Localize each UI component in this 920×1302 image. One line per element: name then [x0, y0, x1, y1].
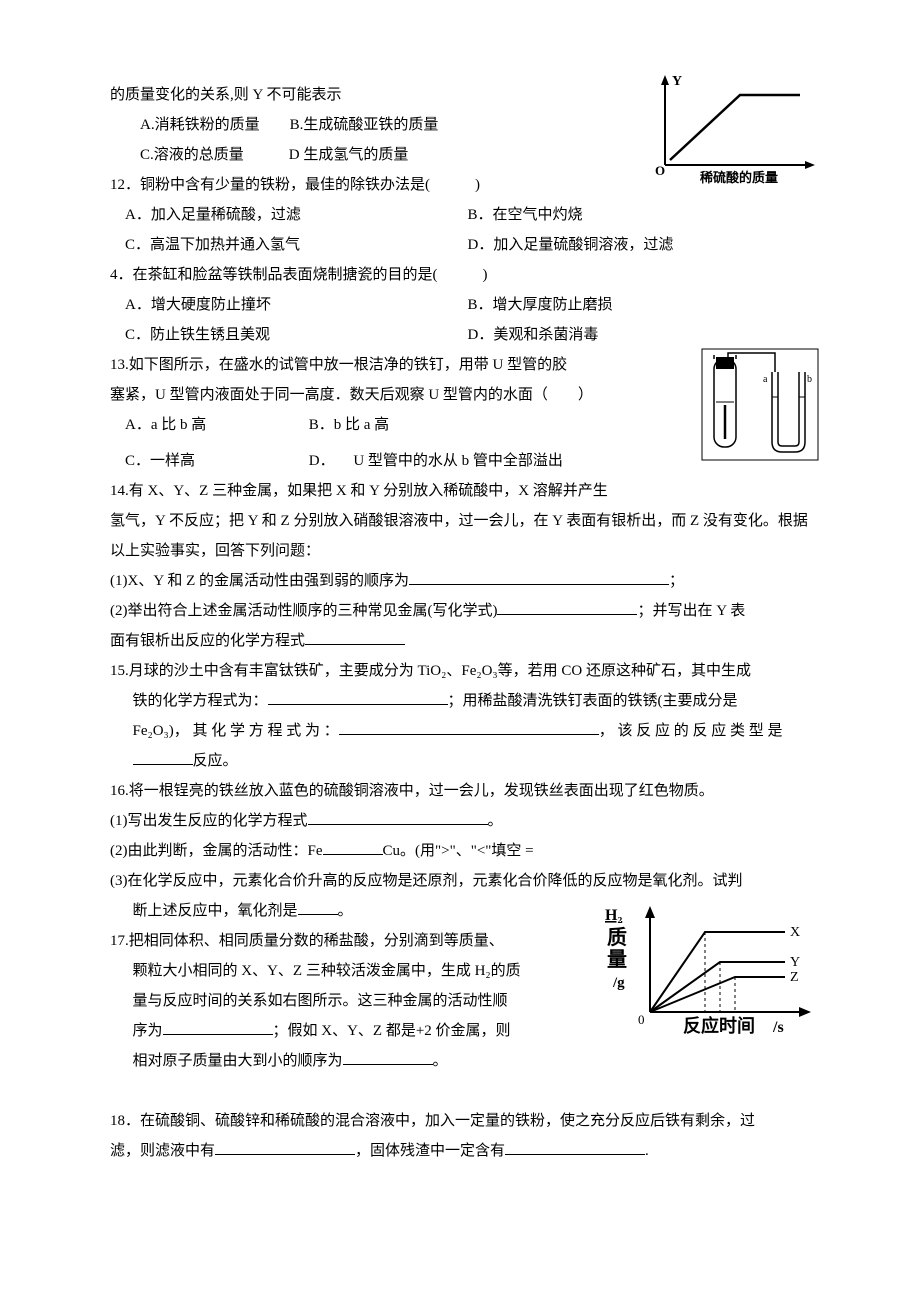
q4-opts-row1: A．增大硬度防止撞坏 B．增大厚度防止磨损	[110, 290, 810, 320]
q17-stem4: 序为 ；假如 X、Y、Z 都是+2 价金属，则	[110, 1016, 585, 1046]
q12-opt-d: D．加入足量硫酸铜溶液，过滤	[468, 230, 811, 260]
q12-opt-c: C．高温下加热并通入氢气	[110, 230, 468, 260]
q15-line4: 反应。	[110, 746, 810, 776]
q4-stem: 4．在茶缸和脸盆等铁制品表面烧制搪瓷的目的是( )	[110, 260, 810, 290]
q17-stem5a: 相对原子质量由大到小的顺序为	[133, 1053, 343, 1069]
q16-sub3b-a: 断上述反应中，氧化剂是	[133, 903, 298, 919]
svg-text:反应时间: 反应时间	[683, 1015, 755, 1036]
q14-sub2: (2)举出符合上述金属活动性顺序的三种常见金属(写化学式) ；并写出在 Y 表	[110, 596, 810, 626]
q4-opt-d: D．美观和杀菌消毒	[468, 320, 811, 350]
blank[interactable]	[505, 1140, 645, 1155]
q16-sub2b: Cu。(用">"、"<"填空 =	[383, 843, 534, 859]
blank[interactable]	[298, 900, 338, 915]
svg-text:/s: /s	[772, 1019, 784, 1036]
q15-line2a: 铁的化学方程式为：	[133, 693, 268, 709]
q17-stem3: 量与反应时间的关系如右图所示。这三种金属的活动性顺	[110, 986, 585, 1016]
q17-stem5: 相对原子质量由大到小的顺序为 。	[110, 1046, 585, 1076]
q12-opts-row1: A．加入足量稀硫酸，过滤 B．在空气中灼烧	[110, 200, 810, 230]
q17-stem1: 17.把相同体积、相同质量分数的稀盐酸，分别滴到等质量、	[110, 926, 585, 956]
blank[interactable]	[305, 630, 405, 645]
blank[interactable]	[268, 690, 448, 705]
q18-line2c: .	[645, 1143, 649, 1159]
q14-sub2-mid: ；并写出在 Y 表	[637, 603, 745, 619]
q15-line2b: ；用稀盐酸清洗铁钉表面的铁锈(主要成分是	[448, 693, 738, 709]
blank[interactable]	[497, 600, 637, 615]
q17-chart: X Y Z H₂ 质 量 /g 0 反应时间 /s	[605, 902, 820, 1037]
chart-x-label: 稀硫酸的质量	[700, 170, 778, 185]
blank[interactable]	[339, 720, 599, 735]
q4-opts-row2: C．防止铁生锈且美观 D．美观和杀菌消毒	[110, 320, 810, 350]
q14-stem1: 14.有 X、Y、Z 三种金属，如果把 X 和 Y 分别放入稀硫酸中，X 溶解并…	[110, 476, 810, 506]
q14-sub2-text: (2)举出符合上述金属活动性顺序的三种常见金属(写化学式)	[110, 603, 497, 619]
q13-apparatus: a b	[700, 347, 820, 462]
svg-text:Z: Z	[790, 970, 799, 985]
svg-text:H₂: H₂	[605, 907, 622, 924]
blank[interactable]	[409, 570, 669, 585]
q17-stem4b: ；假如 X、Y、Z 都是+2 价金属，则	[273, 1023, 511, 1039]
q16-sub1-text: (1)写出发生反应的化学方程式	[110, 813, 308, 829]
q18-stem: 18．在硫酸铜、硫酸锌和稀硫酸的混合溶液中，加入一定量的铁粉，使之充分反应后铁有…	[110, 1106, 810, 1136]
q15-line4a: 反应。	[193, 753, 238, 769]
q17-stem5b: 。	[433, 1053, 448, 1069]
q4-opt-b: B．增大厚度防止磨损	[468, 290, 811, 320]
q4-opt-c: C．防止铁生锈且美观	[110, 320, 468, 350]
q18-line2a: 滤，则滤液中有	[110, 1143, 215, 1159]
blank[interactable]	[308, 810, 488, 825]
svg-text:质: 质	[607, 926, 627, 949]
q13-opt-b: B．b 比 a 高	[309, 417, 389, 433]
q15-line3a: Fe₂O₃)， 其 化 学 方 程 式 为 ：	[133, 723, 339, 739]
q15-stem: 15.月球的沙土中含有丰富钛铁矿，主要成分为 TiO₂、Fe₂O₃等，若用 CO…	[110, 656, 810, 686]
q13-opt-a: A．a 比 b 高	[125, 410, 305, 440]
q17-stem4a: 序为	[133, 1023, 163, 1039]
q16-stem: 16.将一根锃亮的铁丝放入蓝色的硫酸铜溶液中，过一会儿，发现铁丝表面出现了红色物…	[110, 776, 810, 806]
q15-line3: Fe₂O₃)， 其 化 学 方 程 式 为 ： ， 该 反 应 的 反 应 类 型…	[110, 716, 810, 746]
q13-opt-d: D． U 型管中的水从 b 管中全部溢出	[309, 453, 563, 469]
q15-line3b: ， 该 反 应 的 反 应 类 型 是	[599, 723, 783, 739]
blank[interactable]	[323, 840, 383, 855]
svg-text:a: a	[763, 374, 768, 385]
blank[interactable]	[343, 1050, 433, 1065]
q11-opt-c: C.溶液的总质量	[140, 147, 244, 163]
q11-opt-a: A.消耗铁粉的质量	[140, 117, 260, 133]
q16-sub1-tail: 。	[488, 813, 503, 829]
svg-text:O: O	[655, 163, 665, 178]
q16-sub3b-b: 。	[338, 903, 353, 919]
q14-sub2b-text: 面有银析出反应的化学方程式	[110, 633, 305, 649]
q12-opts-row2: C．高温下加热并通入氢气 D．加入足量硫酸铜溶液，过滤	[110, 230, 810, 260]
q18-line2: 滤，则滤液中有 ，固体残渣中一定含有.	[110, 1136, 810, 1166]
q14-sub1-tail: ；	[669, 573, 684, 589]
chart-y-label: Y	[672, 74, 682, 89]
svg-text:b: b	[807, 374, 812, 385]
q16-sub3: (3)在化学反应中，元素化合价升高的反应物是还原剂，元素化合价降低的反应物是氧化…	[110, 866, 810, 896]
blank[interactable]	[133, 750, 193, 765]
q18-line2b: ，固体残渣中一定含有	[355, 1143, 505, 1159]
svg-text:0: 0	[638, 1012, 645, 1027]
q13-opt-c: C．一样高	[125, 446, 305, 476]
svg-text:量: 量	[607, 948, 627, 971]
q16-sub1: (1)写出发生反应的化学方程式 。	[110, 806, 810, 836]
q16-sub2a: (2)由此判断，金属的活动性：Fe	[110, 843, 323, 859]
q17-stem2: 颗粒大小相同的 X、Y、Z 三种较活泼金属中，生成 H₂的质	[110, 956, 585, 986]
q12-opt-b: B．在空气中灼烧	[468, 200, 811, 230]
q14-sub1-text: (1)X、Y 和 Z 的金属活动性由强到弱的顺序为	[110, 573, 409, 589]
q14-sub2b: 面有银析出反应的化学方程式	[110, 626, 810, 656]
blank[interactable]	[215, 1140, 355, 1155]
blank[interactable]	[163, 1020, 273, 1035]
q16-sub2: (2)由此判断，金属的活动性：Fe Cu。(用">"、"<"填空 =	[110, 836, 810, 866]
q15-line2: 铁的化学方程式为： ；用稀盐酸清洗铁钉表面的铁锈(主要成分是	[110, 686, 810, 716]
q14-sub1: (1)X、Y 和 Z 的金属活动性由强到弱的顺序为 ；	[110, 566, 810, 596]
svg-text:/g: /g	[612, 975, 625, 991]
svg-text:Y: Y	[790, 955, 800, 970]
q11-chart: Y 稀硫酸的质量 O	[645, 70, 820, 185]
q11-opt-b: B.生成硫酸亚铁的质量	[290, 117, 439, 133]
svg-text:X: X	[790, 925, 800, 940]
q4-opt-a: A．增大硬度防止撞坏	[110, 290, 468, 320]
q12-opt-a: A．加入足量稀硫酸，过滤	[110, 200, 468, 230]
q11-opt-d: D 生成氢气的质量	[289, 147, 409, 163]
q14-stem2: 氢气，Y 不反应；把 Y 和 Z 分别放入硝酸银溶液中，过一会儿，在 Y 表面有…	[110, 506, 810, 566]
